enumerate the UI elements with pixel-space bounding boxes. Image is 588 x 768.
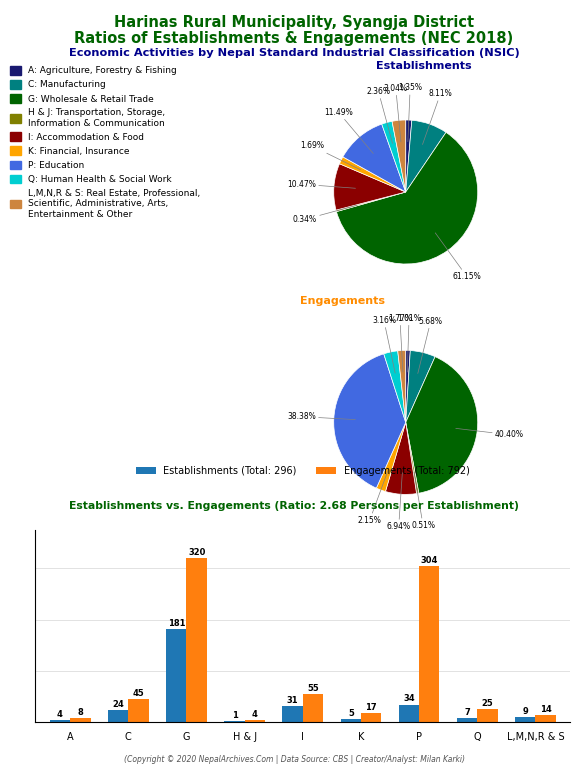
Wedge shape	[406, 121, 446, 192]
Text: 1: 1	[232, 711, 238, 720]
Text: 31: 31	[287, 696, 299, 705]
Bar	[245, 720, 265, 722]
Text: (Copyright © 2020 NepalArchives.Com | Data Source: CBS | Creator/Analyst: Milan : (Copyright © 2020 NepalArchives.Com | Da…	[123, 755, 465, 764]
Text: Ratios of Establishments & Engagements (NEC 2018): Ratios of Establishments & Engagements (…	[74, 31, 514, 46]
Text: 1.01%: 1.01%	[397, 313, 421, 372]
Wedge shape	[406, 356, 477, 493]
Text: 5: 5	[348, 710, 354, 718]
Text: 1.77%: 1.77%	[388, 313, 412, 372]
Text: 38.38%: 38.38%	[287, 412, 355, 421]
Text: Economic Activities by Nepal Standard Industrial Classification (NSIC): Economic Activities by Nepal Standard In…	[69, 48, 519, 58]
Text: 8: 8	[78, 708, 83, 717]
Text: 11.49%: 11.49%	[324, 108, 373, 154]
Text: 3.16%: 3.16%	[372, 316, 396, 373]
Wedge shape	[336, 192, 406, 212]
Text: 45: 45	[133, 689, 145, 698]
Bar	[536, 715, 556, 722]
Bar	[50, 720, 70, 722]
Bar	[457, 718, 477, 722]
Wedge shape	[336, 132, 477, 264]
Bar	[128, 699, 149, 722]
Text: 3.04%: 3.04%	[384, 84, 408, 142]
Text: 40.40%: 40.40%	[456, 429, 524, 439]
Text: Establishments vs. Engagements (Ratio: 2.68 Persons per Establishment): Establishments vs. Engagements (Ratio: 2…	[69, 501, 519, 511]
Bar	[477, 709, 497, 722]
Text: 8.11%: 8.11%	[423, 89, 452, 144]
Text: 2.15%: 2.15%	[358, 470, 388, 525]
Wedge shape	[339, 157, 406, 192]
Text: 55: 55	[307, 684, 319, 693]
Text: 6.94%: 6.94%	[387, 472, 411, 531]
Bar	[361, 713, 382, 722]
Text: 320: 320	[188, 548, 205, 557]
Text: Harinas Rural Municipality, Syangja District: Harinas Rural Municipality, Syangja Dist…	[114, 15, 474, 31]
Text: 0.51%: 0.51%	[411, 472, 435, 530]
Legend: A: Agriculture, Forestry & Fishing, C: Manufacturing, G: Wholesale & Retail Trad: A: Agriculture, Forestry & Fishing, C: M…	[11, 66, 201, 219]
Wedge shape	[397, 350, 406, 422]
Text: 61.15%: 61.15%	[435, 233, 481, 281]
Text: 14: 14	[540, 705, 552, 713]
Wedge shape	[392, 120, 406, 192]
Bar	[70, 718, 91, 722]
Text: 1.35%: 1.35%	[398, 83, 422, 141]
Bar	[282, 706, 303, 722]
Text: 181: 181	[168, 619, 185, 628]
Wedge shape	[343, 124, 406, 192]
Wedge shape	[334, 354, 406, 488]
Text: 17: 17	[365, 703, 377, 712]
Text: 9: 9	[522, 707, 528, 717]
Text: Engagements: Engagements	[300, 296, 385, 306]
Wedge shape	[406, 350, 410, 422]
Wedge shape	[382, 121, 406, 192]
Bar	[399, 704, 419, 722]
Text: 7: 7	[465, 708, 470, 717]
Text: 0.34%: 0.34%	[293, 205, 357, 223]
Text: 4: 4	[252, 710, 258, 719]
Text: 10.47%: 10.47%	[287, 180, 356, 189]
Text: 24: 24	[112, 700, 124, 709]
Wedge shape	[384, 351, 406, 422]
Bar	[515, 717, 536, 722]
Wedge shape	[376, 422, 406, 492]
Bar	[340, 720, 361, 722]
Wedge shape	[334, 164, 406, 210]
Bar	[303, 694, 323, 722]
Text: 304: 304	[420, 556, 438, 565]
Text: 5.68%: 5.68%	[418, 316, 443, 373]
Text: 34: 34	[403, 694, 415, 703]
Bar	[419, 566, 439, 722]
Text: 25: 25	[482, 699, 493, 708]
Bar	[166, 629, 186, 722]
Text: Establishments: Establishments	[376, 61, 471, 71]
Bar	[186, 558, 207, 722]
Text: 1.69%: 1.69%	[300, 141, 360, 170]
Text: 4: 4	[57, 710, 63, 719]
Bar	[108, 710, 128, 722]
Wedge shape	[406, 350, 435, 422]
Wedge shape	[386, 422, 416, 495]
Wedge shape	[406, 422, 419, 494]
Legend: Establishments (Total: 296), Engagements (Total: 792): Establishments (Total: 296), Engagements…	[132, 462, 473, 479]
Wedge shape	[406, 120, 412, 192]
Text: 2.36%: 2.36%	[366, 87, 393, 144]
